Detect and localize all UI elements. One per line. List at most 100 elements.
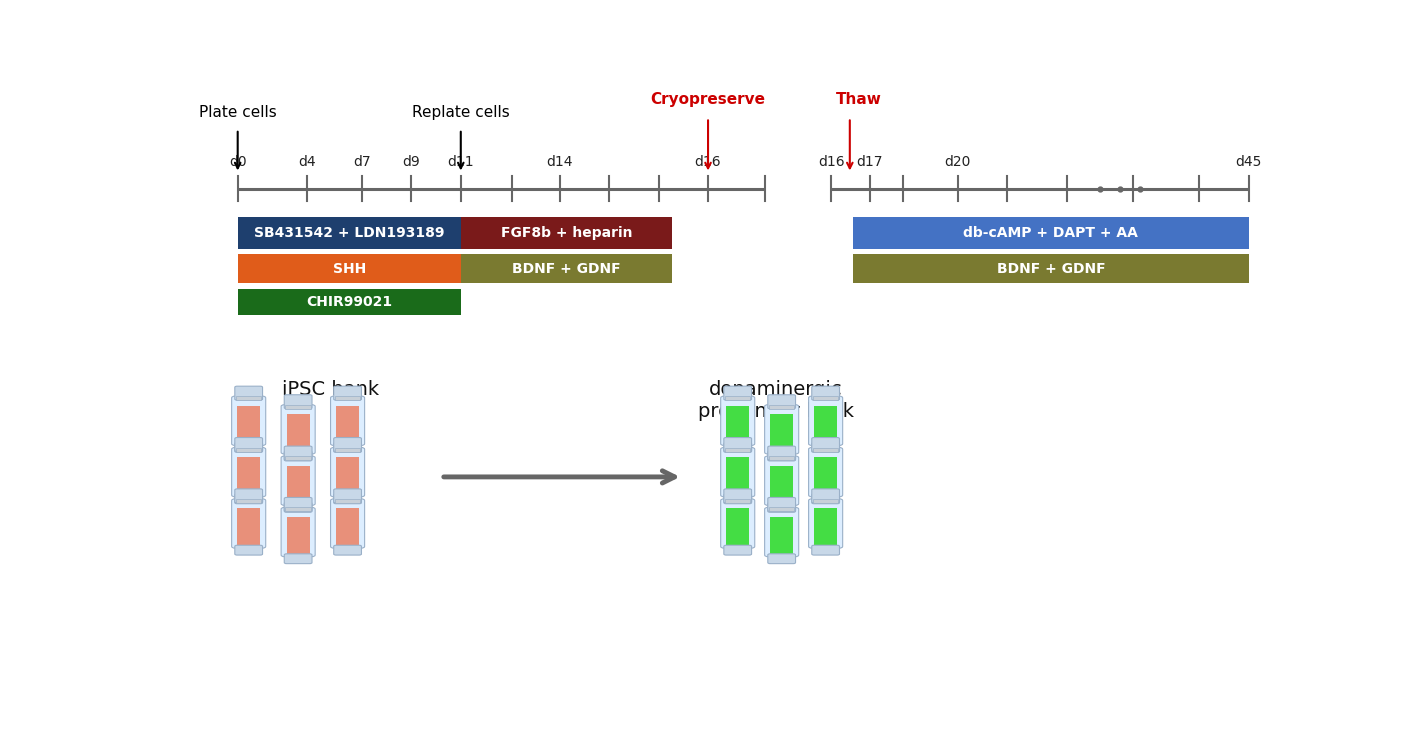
FancyBboxPatch shape: [335, 396, 360, 400]
Text: d0: d0: [228, 156, 247, 170]
Text: d4: d4: [298, 156, 316, 170]
FancyBboxPatch shape: [811, 442, 839, 452]
FancyBboxPatch shape: [767, 451, 795, 461]
FancyBboxPatch shape: [767, 446, 795, 460]
Text: SB431542 + LDN193189: SB431542 + LDN193189: [254, 226, 444, 240]
FancyBboxPatch shape: [231, 396, 265, 445]
FancyBboxPatch shape: [723, 494, 752, 504]
FancyBboxPatch shape: [335, 499, 360, 503]
FancyBboxPatch shape: [811, 494, 839, 504]
FancyBboxPatch shape: [333, 386, 362, 400]
FancyBboxPatch shape: [813, 448, 838, 451]
FancyBboxPatch shape: [764, 405, 798, 454]
FancyBboxPatch shape: [336, 508, 359, 545]
Text: SHH: SHH: [333, 262, 366, 276]
FancyBboxPatch shape: [235, 396, 261, 400]
FancyBboxPatch shape: [235, 489, 262, 503]
Text: Cryopreserve: Cryopreserve: [651, 92, 766, 107]
FancyBboxPatch shape: [333, 437, 362, 451]
FancyBboxPatch shape: [237, 508, 261, 545]
FancyBboxPatch shape: [764, 456, 798, 505]
FancyBboxPatch shape: [767, 502, 795, 512]
FancyBboxPatch shape: [720, 396, 754, 445]
FancyBboxPatch shape: [285, 405, 311, 409]
FancyBboxPatch shape: [461, 254, 672, 283]
FancyBboxPatch shape: [281, 456, 315, 505]
Text: d17: d17: [856, 156, 883, 170]
Text: d16: d16: [695, 156, 722, 170]
FancyBboxPatch shape: [769, 508, 794, 511]
Text: db-cAMP + DAPT + AA: db-cAMP + DAPT + AA: [963, 226, 1139, 240]
FancyBboxPatch shape: [330, 499, 364, 548]
FancyBboxPatch shape: [235, 386, 262, 400]
FancyBboxPatch shape: [285, 456, 311, 460]
Text: dopaminergic
progenitor bank: dopaminergic progenitor bank: [698, 380, 854, 421]
Text: d20: d20: [944, 156, 971, 170]
Text: d14: d14: [546, 156, 573, 170]
Text: Plate cells: Plate cells: [199, 105, 277, 120]
FancyBboxPatch shape: [767, 395, 795, 409]
FancyBboxPatch shape: [284, 395, 312, 409]
FancyBboxPatch shape: [813, 396, 838, 400]
FancyBboxPatch shape: [231, 448, 265, 496]
FancyBboxPatch shape: [723, 442, 752, 452]
FancyBboxPatch shape: [814, 457, 837, 494]
FancyBboxPatch shape: [811, 386, 839, 400]
FancyBboxPatch shape: [284, 502, 312, 512]
FancyBboxPatch shape: [286, 414, 309, 451]
FancyBboxPatch shape: [284, 554, 312, 564]
FancyBboxPatch shape: [231, 499, 265, 548]
FancyBboxPatch shape: [238, 254, 461, 283]
FancyBboxPatch shape: [336, 405, 359, 442]
FancyBboxPatch shape: [330, 396, 364, 445]
FancyBboxPatch shape: [235, 494, 262, 504]
FancyBboxPatch shape: [284, 451, 312, 461]
FancyBboxPatch shape: [767, 497, 795, 511]
FancyBboxPatch shape: [814, 508, 837, 545]
FancyBboxPatch shape: [235, 442, 262, 452]
FancyBboxPatch shape: [769, 456, 794, 460]
FancyBboxPatch shape: [811, 489, 839, 503]
FancyBboxPatch shape: [235, 437, 262, 451]
Text: d11: d11: [448, 156, 474, 170]
FancyBboxPatch shape: [767, 554, 795, 564]
FancyBboxPatch shape: [723, 386, 752, 400]
FancyBboxPatch shape: [726, 508, 749, 545]
Text: CHIR99021: CHIR99021: [306, 296, 393, 309]
FancyBboxPatch shape: [286, 517, 309, 554]
Text: iPSC bank: iPSC bank: [282, 380, 379, 399]
FancyBboxPatch shape: [811, 545, 839, 555]
Text: d16: d16: [818, 156, 845, 170]
Text: FGF8b + heparin: FGF8b + heparin: [501, 226, 632, 240]
FancyBboxPatch shape: [854, 217, 1249, 249]
FancyBboxPatch shape: [720, 499, 754, 548]
FancyBboxPatch shape: [814, 405, 837, 442]
FancyBboxPatch shape: [238, 289, 461, 316]
FancyBboxPatch shape: [769, 405, 794, 409]
FancyBboxPatch shape: [720, 448, 754, 496]
FancyBboxPatch shape: [237, 405, 261, 442]
FancyBboxPatch shape: [770, 465, 793, 502]
FancyBboxPatch shape: [813, 499, 838, 503]
Text: Replate cells: Replate cells: [411, 105, 509, 120]
FancyBboxPatch shape: [808, 396, 842, 445]
FancyBboxPatch shape: [811, 437, 839, 451]
FancyBboxPatch shape: [854, 254, 1249, 283]
FancyBboxPatch shape: [770, 517, 793, 554]
Text: BDNF + GDNF: BDNF + GDNF: [512, 262, 621, 276]
Text: d45: d45: [1235, 156, 1262, 170]
FancyBboxPatch shape: [336, 457, 359, 494]
FancyBboxPatch shape: [281, 508, 315, 556]
FancyBboxPatch shape: [286, 465, 309, 502]
FancyBboxPatch shape: [726, 405, 749, 442]
FancyBboxPatch shape: [723, 437, 752, 451]
Text: d7: d7: [353, 156, 370, 170]
FancyBboxPatch shape: [808, 448, 842, 496]
FancyBboxPatch shape: [726, 457, 749, 494]
FancyBboxPatch shape: [285, 508, 311, 511]
FancyBboxPatch shape: [238, 217, 461, 249]
FancyBboxPatch shape: [333, 489, 362, 503]
FancyBboxPatch shape: [461, 217, 672, 249]
FancyBboxPatch shape: [235, 545, 262, 555]
FancyBboxPatch shape: [237, 457, 261, 494]
